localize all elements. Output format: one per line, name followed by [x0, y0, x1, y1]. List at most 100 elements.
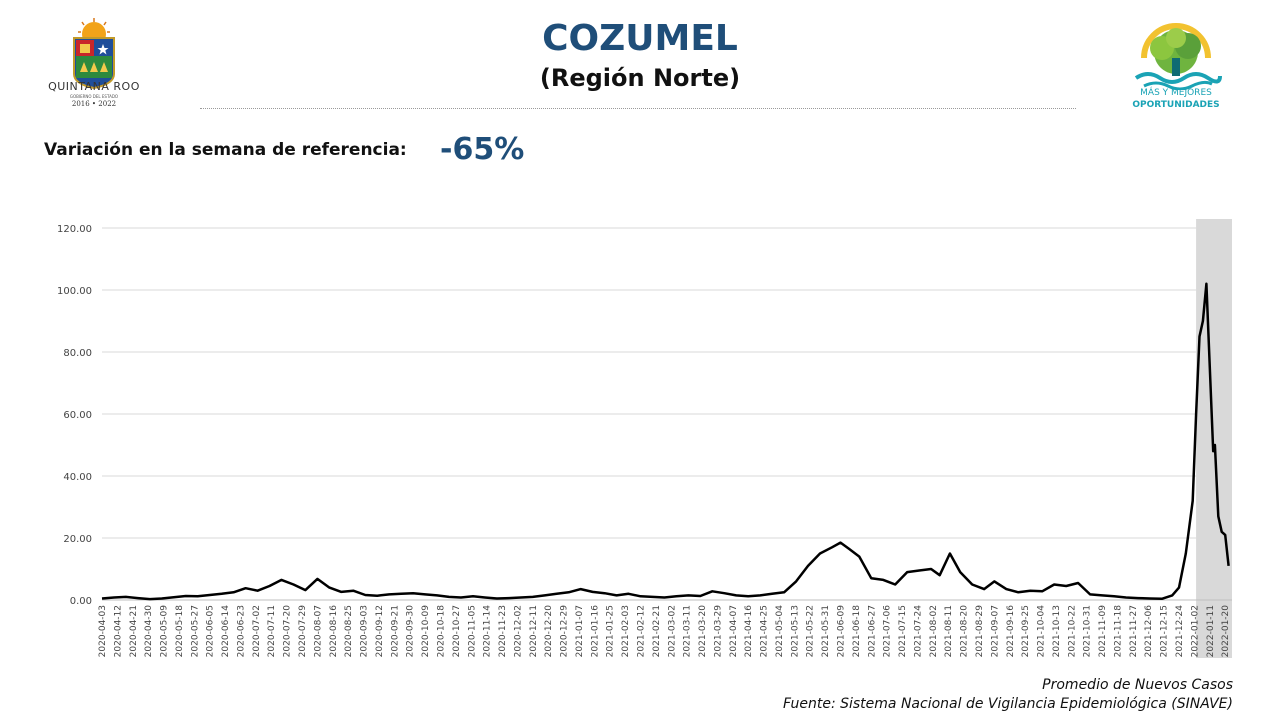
x-tick-label: 2021-12-24	[1175, 605, 1185, 658]
series-line	[101, 282, 1230, 601]
x-tick-label: 2020-05-09	[160, 605, 170, 658]
x-tick-label: 2021-10-13	[1052, 605, 1062, 657]
x-tick-label: 2021-07-15	[898, 605, 908, 657]
x-tick-label: 2021-10-31	[1083, 605, 1093, 657]
x-tick-label: 2020-08-25	[344, 605, 354, 657]
y-tick-label: 60.00	[63, 410, 92, 421]
x-tick-label: 2020-07-20	[283, 605, 293, 658]
x-tick-label: 2020-05-18	[175, 605, 185, 658]
x-tick-label: 2020-11-05	[467, 605, 477, 657]
x-tick-label: 2021-03-02	[667, 605, 677, 657]
variation-value: -65%	[440, 132, 525, 167]
x-tick-label: 2020-07-11	[267, 605, 277, 657]
x-tick-label: 2021-02-12	[637, 605, 647, 657]
x-tick-label: 2020-12-11	[529, 605, 539, 657]
x-tick-label: 2021-10-04	[1037, 605, 1047, 658]
x-tick-label: 2021-04-07	[729, 605, 739, 657]
x-tick-label: 2021-07-06	[883, 605, 893, 658]
y-tick-label: 0.00	[70, 596, 92, 607]
x-tick-label: 2020-06-05	[206, 605, 216, 657]
x-tick-label: 2021-07-24	[913, 605, 923, 658]
x-tick-label: 2021-11-27	[1129, 605, 1139, 657]
x-tick-label: 2020-04-03	[98, 605, 108, 657]
x-tick-label: 2020-10-27	[452, 605, 462, 657]
x-tick-label: 2020-11-23	[498, 605, 508, 657]
grid-layer	[102, 227, 1232, 601]
x-tick-label: 2021-09-25	[1021, 605, 1031, 657]
x-tick-label: 2020-04-21	[129, 605, 139, 657]
x-tick-label: 2021-01-25	[606, 605, 616, 657]
x-tick-label: 2020-06-23	[236, 605, 246, 657]
x-tick-label: 2021-05-31	[821, 605, 831, 657]
x-tick-label: 2021-10-22	[1067, 605, 1077, 657]
oportunidades-line2: OPORTUNIDADES	[1132, 100, 1220, 110]
oportunidades-line1: MÁS Y MEJORES	[1140, 88, 1212, 98]
y-tick-label: 20.00	[63, 534, 92, 545]
highlight-layer	[1196, 219, 1232, 658]
x-tick-label: 2020-12-20	[544, 605, 554, 658]
years-label: 2016 • 2022	[71, 100, 117, 108]
x-tick-label: 2021-01-07	[575, 605, 585, 657]
x-tick-label: 2020-06-14	[221, 605, 231, 658]
y-tick-label: 120.00	[57, 224, 92, 235]
page-subtitle: (Región Norte)	[539, 64, 741, 92]
variation-label: Variación en la semana de referencia:	[44, 140, 407, 160]
x-tick-label: 2021-08-11	[944, 605, 954, 657]
x-tick-label: 2020-08-16	[329, 605, 339, 658]
x-tick-label: 2021-11-18	[1113, 605, 1123, 658]
x-tick-label: 2022-01-02	[1190, 605, 1200, 657]
quintana-roo-logo: QUINTANA ROO GOBIERNO DEL ESTADO 2016 • …	[38, 18, 150, 110]
x-tick-label: 2021-09-16	[1006, 605, 1016, 658]
highlight-band	[1196, 219, 1232, 658]
y-tick-label: 100.00	[57, 286, 92, 297]
x-tick-label: 2021-06-27	[867, 605, 877, 657]
x-tick-label: 2021-03-11	[683, 605, 693, 657]
x-tick-label: 2020-12-29	[560, 605, 570, 658]
x-tick-label: 2021-01-16	[590, 605, 600, 658]
x-tick-label: 2020-09-12	[375, 605, 385, 657]
x-tick-label: 2020-10-09	[421, 605, 431, 658]
x-tick-label: 2021-05-13	[790, 605, 800, 657]
x-tick-label: 2020-09-30	[406, 605, 416, 658]
quintana-roo-label: QUINTANA ROO	[48, 80, 140, 93]
footer-source: Fuente: Sistema Nacional de Vigilancia E…	[783, 696, 1233, 712]
x-tick-label: 2021-04-16	[744, 605, 754, 658]
x-tick-label: 2021-12-06	[1144, 605, 1154, 658]
footer-caption: Promedio de Nuevos Casos	[1042, 677, 1233, 693]
x-tick-label: 2020-07-02	[252, 605, 262, 657]
x-tick-label: 2020-07-29	[298, 605, 308, 658]
x-tick-label: 2020-12-02	[513, 605, 523, 657]
x-tick-label: 2020-11-14	[483, 605, 493, 658]
x-tick-labels: 2020-04-03 2020-04-12 2020-04-21 2020-04-30…	[98, 605, 1231, 658]
quintana-roo-emblem	[73, 18, 115, 90]
x-tick-label: 2020-09-03	[360, 605, 370, 657]
x-tick-label: 2021-02-21	[652, 605, 662, 657]
tree-icon	[1134, 23, 1222, 91]
x-tick-label: 2021-08-02	[929, 605, 939, 657]
x-tick-label: 2021-11-09	[1098, 605, 1108, 658]
x-tick-label: 2021-12-15	[1160, 605, 1170, 657]
x-tick-label: 2021-09-07	[990, 605, 1000, 657]
y-tick-label: 40.00	[63, 472, 92, 483]
x-tick-label: 2021-03-29	[713, 605, 723, 658]
x-tick-label: 2020-10-18	[436, 605, 446, 658]
x-tick-label: 2021-03-20	[698, 605, 708, 658]
x-tick-label: 2021-04-25	[760, 605, 770, 657]
x-tick-label: 2020-04-30	[144, 605, 154, 658]
x-tick-label: 2020-09-21	[390, 605, 400, 657]
oportunidades-logo: MÁS Y MEJORES OPORTUNIDADES	[1124, 18, 1228, 112]
x-tick-label: 2020-08-07	[313, 605, 323, 657]
header-divider	[200, 108, 1076, 109]
x-tick-label: 2022-01-11	[1206, 605, 1216, 657]
y-tick-label: 80.00	[63, 348, 92, 359]
page-title: COZUMEL	[542, 18, 738, 59]
x-tick-label: 2021-05-22	[806, 605, 816, 657]
gobierno-label: GOBIERNO DEL ESTADO	[69, 94, 119, 99]
x-tick-label: 2022-01-20	[1221, 605, 1231, 658]
series-layer	[101, 282, 1230, 601]
x-tick-label: 2020-05-27	[190, 605, 200, 657]
x-tick-label: 2021-06-09	[837, 605, 847, 658]
x-tick-label: 2021-08-20	[960, 605, 970, 658]
x-tick-label: 2021-08-29	[975, 605, 985, 658]
